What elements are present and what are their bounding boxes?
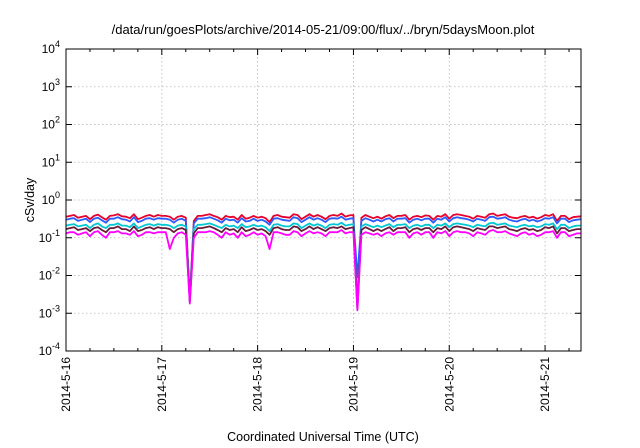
x-tick-label: 2014-5-18 [251, 357, 265, 412]
x-tick-label: 2014-5-20 [442, 357, 456, 412]
y-tick-label: 10-3 [39, 303, 60, 320]
x-tick-label: 2014-5-16 [59, 357, 73, 412]
y-axis-label: cSv/day [23, 177, 37, 222]
y-tick-label: 10-2 [39, 266, 60, 283]
series-line-5 [65, 229, 581, 312]
y-tick-label: 100 [42, 190, 60, 207]
axis-ticks: 10-4 10-3 10-2 10-1 100 101 102 103 104 2014-5-16… [39, 39, 581, 412]
grid [66, 49, 581, 351]
y-tick-label: 104 [42, 39, 60, 56]
series-line-2 [65, 215, 582, 302]
y-tick-label: 103 [42, 77, 60, 94]
y-tick-label: 10-1 [39, 228, 60, 245]
series-line-1 [65, 212, 582, 307]
series-line-4 [65, 225, 581, 310]
series-line-3 [65, 221, 581, 309]
y-tick-label: 101 [42, 152, 60, 169]
y-tick-label: 10-4 [39, 341, 60, 358]
x-tick-label: 2014-5-19 [346, 357, 360, 412]
x-axis-label: Coordinated Universal Time (UTC) [227, 430, 419, 444]
y-tick-label: 102 [42, 115, 60, 132]
chart-title: /data/run/goesPlots/archive/2014-05-21/0… [112, 22, 535, 37]
x-tick-label: 2014-5-21 [538, 357, 552, 412]
series-lines [65, 212, 582, 312]
x-tick-label: 2014-5-17 [155, 357, 169, 412]
